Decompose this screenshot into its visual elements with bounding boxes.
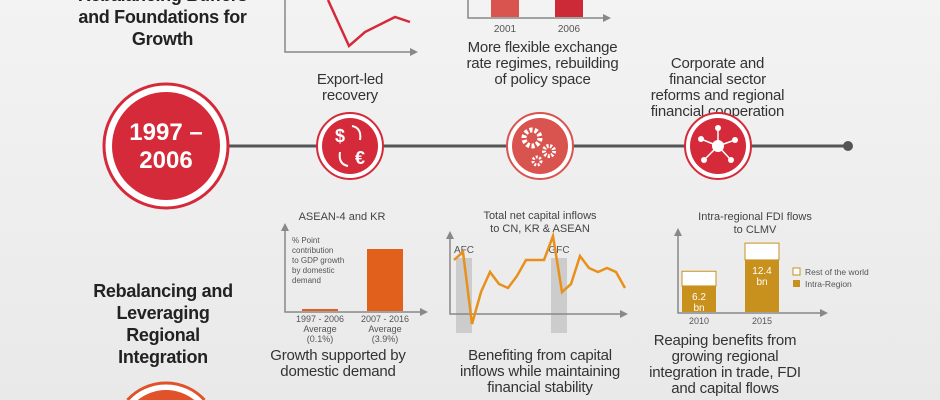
line-series — [453, 231, 627, 325]
caption-domestic: Growth supported by domestic demand — [270, 347, 406, 380]
data-label: 6.2 — [692, 292, 706, 303]
bar-intra — [682, 285, 716, 312]
axis-arrow — [603, 14, 611, 22]
tick-label: Average — [368, 324, 401, 334]
period-end: 2006 — [139, 147, 192, 174]
tick-label: (3.9%) — [372, 334, 399, 344]
bar-intra — [745, 259, 779, 312]
svg-text:demand: demand — [292, 276, 321, 285]
exchange-bar-chart: 2001 2006 — [467, 0, 611, 35]
legend-swatch-intra — [793, 280, 800, 287]
tick-label: 2010 — [689, 316, 709, 325]
svg-text:contribution: contribution — [292, 246, 333, 255]
data-label: bn — [756, 277, 767, 288]
tick-label: 2001 — [494, 24, 517, 35]
axis — [284, 227, 420, 313]
legend-intra: Intra-Region — [805, 279, 852, 289]
tick-label: 1997 - 2006 — [296, 314, 344, 324]
legend-swatch-rest — [792, 267, 801, 276]
caption-fdi: Reaping benefits from growing regional i… — [649, 332, 801, 397]
section1-title: Rebalancing Buffers and Foundations for … — [78, 0, 248, 49]
bar-2006 — [555, 0, 583, 17]
caption-capital: Benefiting from capital inflows while ma… — [459, 347, 621, 396]
data-label: 12.4 — [752, 266, 772, 277]
caption-reforms: Corporate and financial sector reforms a… — [650, 55, 785, 120]
caption-exchange: More flexible exchange rate regimes, reb… — [466, 39, 619, 88]
svg-text:to GDP growth: to GDP growth — [292, 256, 344, 265]
period-start: 1997 – — [129, 119, 202, 146]
svg-text:% Point: % Point — [292, 236, 320, 245]
chart-title: Intra-regional FDI flows — [698, 211, 812, 223]
section2-title: Rebalancing and Leveraging Regional Inte… — [93, 281, 233, 367]
line-series — [326, 0, 411, 49]
timeline-end-dot — [843, 141, 853, 151]
network-icon — [684, 112, 752, 180]
axis — [677, 232, 820, 314]
axis-arrow — [410, 48, 418, 56]
svg-text:€: € — [355, 148, 365, 168]
caption-export: Export-led recovery — [316, 71, 384, 104]
bar — [302, 309, 338, 311]
chart-title: ASEAN-4 and KR — [299, 211, 386, 223]
tick-label: (0.1%) — [307, 334, 334, 344]
section2-circle — [137, 389, 195, 400]
capital-inflows-chart: Total net capital inflows to CN, KR & AS… — [446, 210, 628, 333]
axis — [467, 0, 603, 19]
chart-title: to CN, KR & ASEAN — [490, 223, 590, 235]
currency-exchange-icon: $ € — [316, 112, 384, 180]
tick-label: 2006 — [558, 24, 581, 35]
chart-title: Total net capital inflows — [483, 210, 597, 222]
axis — [449, 235, 620, 315]
gfc-label: GFC — [548, 245, 569, 256]
tick-label: 2015 — [752, 316, 772, 325]
period-circle — [112, 92, 220, 200]
section2-circle-ring — [126, 381, 206, 400]
svg-text:$: $ — [335, 126, 345, 146]
tick-label: 2007 - 2016 — [361, 314, 409, 324]
bar-2001 — [491, 0, 519, 17]
legend-rest: Rest of the world — [805, 267, 869, 277]
bar — [367, 249, 403, 311]
bar-rest — [681, 270, 717, 287]
bar-rest — [744, 242, 780, 261]
svg-text:by domestic: by domestic — [292, 266, 335, 275]
data-label: bn — [693, 303, 704, 314]
fdi-chart: Intra-regional FDI flows to CLMV 6.2bn20… — [674, 211, 869, 325]
chart-title: to CLMV — [734, 224, 777, 236]
axis — [284, 0, 410, 53]
export-line-chart — [284, 0, 418, 56]
gears-icon — [506, 112, 574, 180]
tick-label: Average — [303, 324, 336, 334]
